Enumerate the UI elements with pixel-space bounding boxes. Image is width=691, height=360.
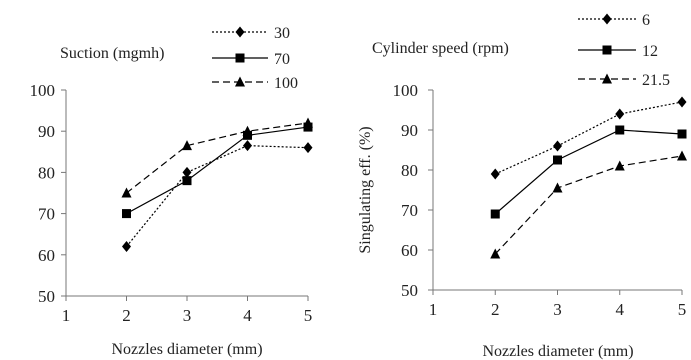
x-tick-label: 2 [122,306,131,325]
data-point-12 [615,125,625,135]
series-line-12 [494,129,683,215]
chart-suction: 50 60 70 80 90 100 1 2 3 4 5 Nozzles diameter (mm) S… [30,25,313,358]
y-tick-label: 50 [38,287,55,306]
data-point-100 [303,117,313,128]
data-point-21.5 [490,248,501,259]
data-point-100 [242,125,253,136]
series-line-30 [126,145,309,247]
y-tick-label: 100 [393,81,419,100]
legend-label: 6 [642,12,650,29]
series-line-21.5 [494,155,683,255]
data-point-12 [553,155,562,165]
legend-title: Cylinder speed (rpm) [372,40,509,57]
y-tick-label: 60 [38,246,55,265]
data-point-12 [490,209,500,219]
y-tick-label: 70 [401,201,418,220]
legend-marker-100 [235,76,245,87]
data-point-6 [490,168,500,180]
y-tick-label: 60 [401,241,418,260]
x-tick-label: 4 [243,306,252,325]
series-line-100 [126,122,309,194]
data-point-30 [182,166,192,178]
data-point-70 [122,209,131,219]
legend-marker-70 [235,53,245,63]
legend-label: 21.5 [642,72,670,89]
x-tick-label: 3 [183,306,192,325]
data-point-100 [121,187,132,198]
data-point-30 [122,241,131,253]
data-point-100 [182,140,192,151]
x-tick-label: 5 [304,306,313,325]
legend-marker-12 [602,45,612,55]
y-tick-label: 90 [401,121,418,140]
x-tick-label: 4 [616,300,625,319]
y-tick-label: 100 [30,81,56,100]
y-tick-label: 90 [38,122,55,141]
y-tick-label: 80 [38,163,55,182]
legend-label: 30 [274,25,290,42]
x-tick-label: 1 [429,300,438,319]
series-line-6 [495,101,683,175]
data-point-6 [553,140,562,152]
y-tick-label: 50 [401,281,418,300]
x-axis-label: Nozzles diameter (mm) [111,341,262,358]
data-point-21.5 [677,150,687,161]
legend-marker-21.5 [602,73,612,84]
data-point-30 [243,140,252,152]
data-point-21.5 [552,182,563,193]
legend-marker-30 [235,26,245,38]
x-axis-label: Nozzles diameter (mm) [482,343,633,360]
x-tick-label: 3 [553,300,562,319]
y-tick-label: 70 [38,205,55,224]
x-tick-label: 1 [62,306,71,325]
legend-marker-6 [602,13,612,25]
legend-label: 70 [274,51,290,68]
series-line-70 [126,126,309,215]
x-tick-label: 2 [491,300,500,319]
data-point-6 [677,96,687,108]
legend-title: Suction (mgmh) [60,45,164,62]
data-point-21.5 [614,160,625,171]
data-point-30 [303,142,313,154]
y-axis-label: Singulating eff. (%) [357,126,374,253]
legend-label: 100 [274,75,298,92]
data-point-6 [615,108,625,120]
x-tick-label: 5 [678,300,687,319]
legend-label: 12 [642,43,658,60]
data-point-12 [677,129,687,139]
data-point-70 [182,176,192,186]
y-tick-label: 80 [401,161,418,180]
